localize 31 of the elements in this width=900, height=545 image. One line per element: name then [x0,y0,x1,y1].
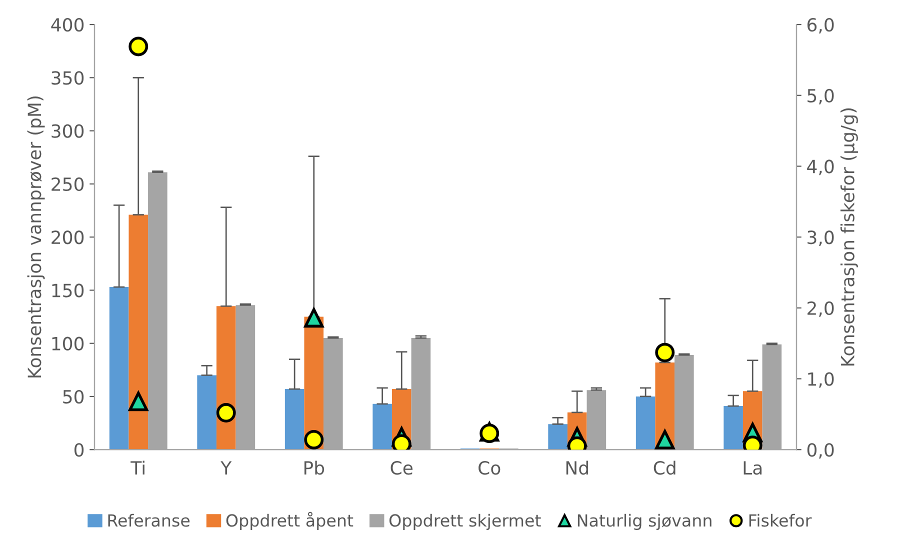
y2-tick-label: 2,0 [808,301,834,317]
x-tick-label: Pb [304,460,324,475]
y-tick-label: 200 [52,230,84,244]
y2-tick-label: 4,0 [807,160,834,176]
legend-label: Naturlig sjøvann [578,514,712,530]
y-tick-label: 300 [52,124,84,138]
y-tick-label: 350 [52,71,84,85]
y-tick-label: 100 [52,336,84,350]
legend-label: Oppdrett skjermet [389,514,541,530]
x-tick-label: Nd [566,460,588,475]
legend-label: Oppdrett åpent [226,512,354,530]
y2-axis-title: Konsentrasjon fiskefor (µg/g) [840,108,858,366]
y2-tick-label: 3,0 [808,230,834,246]
legend-label: Referanse [108,514,190,527]
y2-tick-label: 1,0 [808,372,834,388]
x-tick-label: La [744,461,762,475]
y-tick-label: 0 [74,443,84,457]
x-tick-label: Cd [654,460,676,475]
legend-label: Fiskefor [749,514,812,527]
y-tick-label: 50 [63,390,84,404]
y-tick-label: 400 [51,18,84,32]
x-tick-label: Ti [130,460,144,474]
y-tick-label: 150 [52,284,84,298]
x-tick-label: Ce [390,461,413,475]
y2-tick-label: 0,0 [807,443,834,459]
x-tick-label: Co [478,461,500,475]
y-tick-label: 250 [52,177,84,192]
y2-tick-label: 5,0 [808,88,834,104]
y2-tick-label: 6,0 [807,18,834,34]
y-axis-title: Konsentrasjon vannprøver (pM) [27,96,45,378]
x-tick-label: Y [220,461,232,474]
